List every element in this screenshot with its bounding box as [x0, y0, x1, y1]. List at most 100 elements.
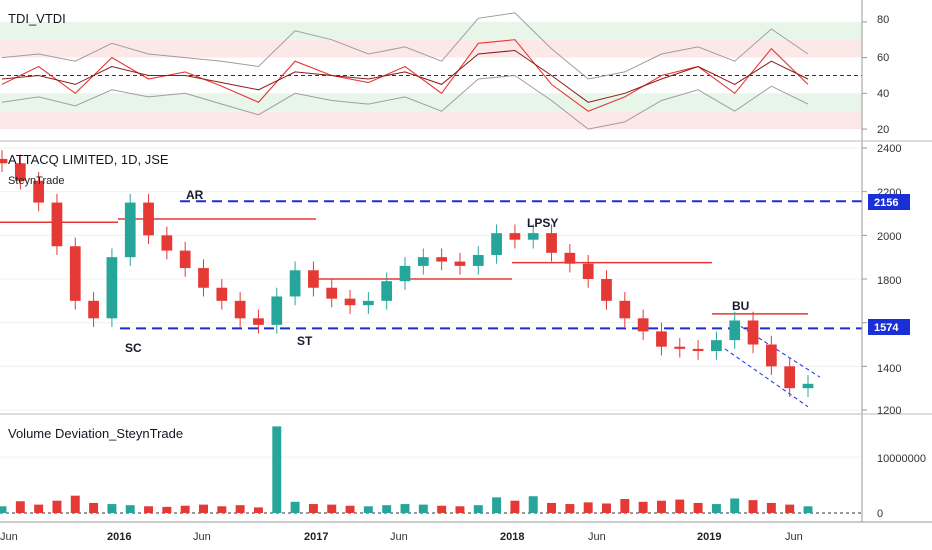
volume-bar [437, 505, 447, 513]
volume-bar [602, 503, 611, 513]
volume-bar [583, 502, 593, 513]
tdi-series-2 [1, 12, 809, 80]
volume-bar [418, 504, 428, 513]
candle [582, 263, 594, 279]
volume-bar [52, 500, 62, 513]
band-2 [0, 93, 862, 112]
volume-bar [290, 501, 300, 513]
x-axis [0, 0, 932, 523]
volume-bar [0, 506, 7, 513]
x-tick: 2016 [107, 531, 131, 543]
x-tick: Jun [193, 531, 211, 543]
p2-tick: 1800 [877, 275, 901, 287]
tdi-title: TDI_VTDI [8, 11, 66, 26]
p2-tick: 1200 [877, 405, 901, 417]
volume-bar [308, 504, 318, 513]
candle [362, 300, 374, 306]
p2-tick: 1400 [877, 363, 901, 375]
volume-bar [327, 504, 337, 513]
p3-tick: 0 [877, 508, 883, 520]
x-tick: 2017 [304, 531, 328, 543]
price-panel [0, 147, 867, 411]
candle [88, 300, 99, 319]
annotation-ar: AR [186, 188, 204, 202]
p1-tick: 20 [877, 124, 889, 136]
volume-bar [510, 500, 520, 513]
volume-bar [455, 506, 465, 513]
volume-bar [803, 506, 813, 513]
tdi-series-1 [1, 49, 809, 103]
volume-bar [217, 506, 227, 513]
volume-bar [15, 501, 25, 513]
tdi-series-0 [1, 39, 809, 112]
candle [106, 257, 118, 319]
level-badge-1574 [868, 319, 910, 335]
candle [601, 279, 612, 301]
annotation-st: ST [297, 334, 313, 348]
volume-title: Volume Deviation_SteynTrade [8, 426, 183, 441]
volume-panel [0, 426, 862, 514]
volume-bar [656, 500, 666, 513]
volume-bar [473, 505, 483, 513]
volume-bar [785, 504, 795, 513]
level-badge-1574-label: 1574 [874, 322, 899, 334]
band-1 [0, 39, 862, 58]
volume-bar [199, 504, 208, 513]
tdi-panel [0, 12, 867, 130]
band-3 [0, 111, 862, 130]
candle [381, 281, 393, 301]
price-subtitle: SteynTrade [8, 175, 64, 187]
volume-bar [711, 504, 721, 513]
p2-tick: 2400 [877, 143, 901, 155]
p1-tick: 60 [877, 52, 889, 64]
channel-lower [724, 348, 809, 408]
volume-bar [125, 505, 135, 513]
x-tick: Jun [0, 531, 18, 543]
band-0 [0, 21, 862, 40]
candle [564, 252, 576, 264]
volume-bar [253, 507, 263, 513]
volume-bar [107, 504, 117, 513]
candle [656, 331, 667, 347]
candle [33, 180, 45, 203]
candle [143, 202, 154, 236]
volume-bar [620, 499, 630, 513]
volume-bar [748, 500, 758, 513]
volume-bar [345, 505, 355, 513]
volume-bar [547, 502, 557, 513]
volume-bar [89, 502, 99, 513]
candle [637, 318, 649, 332]
candle [0, 158, 8, 164]
volume-bar [693, 502, 703, 513]
volume-bar [144, 506, 154, 513]
candle [308, 270, 319, 288]
candle [509, 233, 521, 240]
volume-bar [180, 505, 190, 513]
candle [711, 340, 722, 352]
p1-tick: 80 [877, 14, 889, 26]
x-tick: Jun [588, 531, 606, 543]
candle [454, 261, 466, 266]
candle [417, 257, 429, 266]
candle [344, 298, 356, 306]
candle [692, 348, 704, 352]
volume-bar [382, 505, 392, 513]
volume-bar [272, 426, 282, 513]
volume-bar [565, 504, 575, 513]
volume-bar [638, 501, 648, 513]
annotation-lpsy: LPSY [527, 216, 558, 230]
candle [784, 366, 796, 389]
volume-bar [528, 496, 538, 513]
candle [436, 257, 448, 262]
candle [69, 246, 81, 301]
candle [399, 265, 411, 282]
volume-bar [34, 504, 44, 513]
annotation-sc: SC [125, 341, 142, 355]
candle [271, 296, 283, 325]
annotation-bu: BU [732, 299, 749, 313]
volume-bar [235, 505, 245, 513]
x-tick: 2018 [500, 531, 524, 543]
candle [179, 250, 191, 269]
price-title: ATTACQ LIMITED, 1D, JSE [8, 152, 169, 167]
